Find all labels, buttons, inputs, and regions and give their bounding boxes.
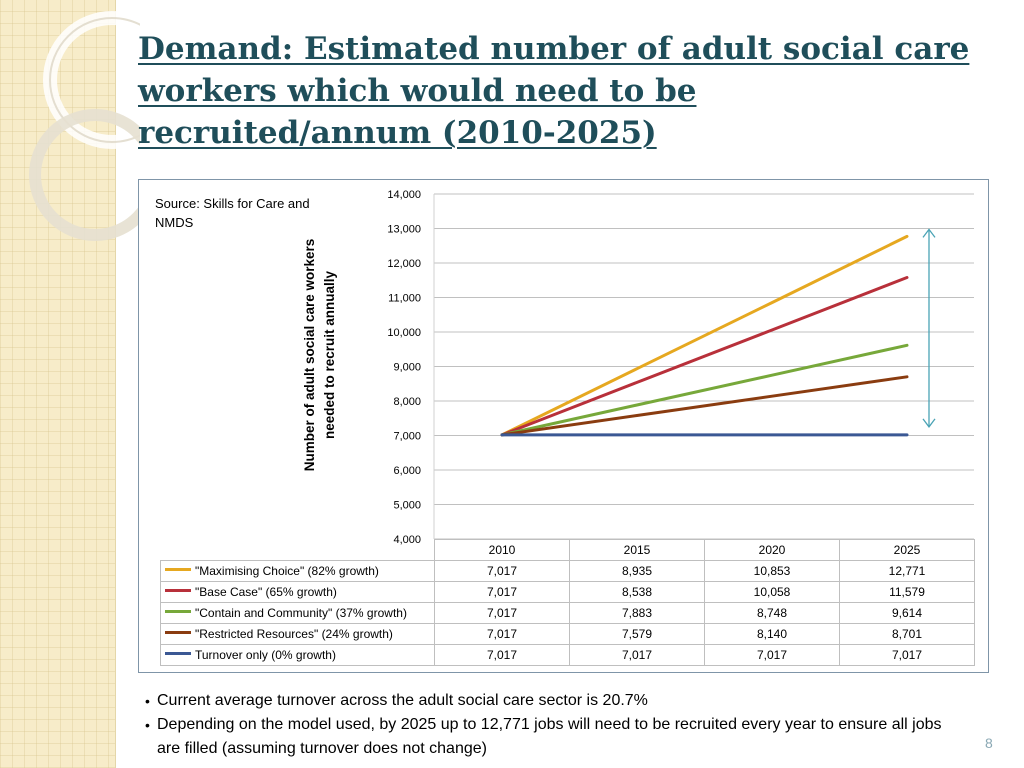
data-label: 8,140 — [704, 623, 840, 645]
data-label: 7,017 — [839, 644, 975, 666]
y-tick-label: 10,000 — [387, 327, 421, 339]
decorative-rings — [29, 11, 140, 241]
y-tick-layer: 4,0005,0006,0007,0008,0009,00010,00011,0… — [387, 189, 421, 546]
data-label: 12,771 — [839, 560, 975, 582]
data-label: 7,017 — [569, 644, 705, 666]
bullet-text: Depending on the model used, by 2025 up … — [157, 716, 942, 757]
data-label: 8,748 — [704, 602, 840, 624]
slide-title: Demand: Estimated number of adult social… — [138, 31, 970, 151]
y-tick-label: 8,000 — [393, 396, 421, 408]
y-tick-label: 11,000 — [388, 293, 421, 305]
table-header-year: 2025 — [839, 539, 975, 561]
grid-layer — [433, 193, 974, 540]
legend-swatch — [165, 631, 191, 635]
y-tick-label: 12,000 — [387, 258, 421, 270]
data-label: 9,614 — [839, 602, 975, 624]
data-label: 7,017 — [434, 602, 570, 624]
legend-label: "Restricted Resources" (24% growth) — [195, 627, 393, 641]
legend-swatch — [165, 610, 191, 614]
table-series-row: "Contain and Community" (37% growth) 7,01… — [160, 602, 975, 624]
series-line — [500, 343, 909, 437]
series-line — [500, 375, 909, 437]
range-arrow-head-up — [922, 228, 936, 238]
series-layer — [500, 234, 909, 437]
table-header-year: 2010 — [434, 539, 570, 561]
data-label: 7,017 — [434, 623, 570, 645]
range-arrow-head-down — [922, 418, 936, 428]
series-line — [500, 276, 909, 437]
chart-data-table: 2010 2015 2020 2025 "Maximising Choice" … — [160, 539, 975, 666]
legend-entry: "Restricted Resources" (24% growth) — [160, 623, 435, 645]
legend-swatch — [165, 589, 191, 593]
legend-label: Turnover only (0% growth) — [195, 648, 336, 662]
data-label: 10,853 — [704, 560, 840, 582]
legend-swatch — [165, 568, 191, 572]
data-label: 10,058 — [704, 581, 840, 603]
annotation-layer — [922, 228, 936, 428]
data-label: 7,883 — [569, 602, 705, 624]
legend-label: "Base Case" (65% growth) — [195, 585, 337, 599]
decorative-ring-bottom — [29, 109, 140, 241]
bullet-marker: • — [145, 717, 150, 733]
bullet-item: • Depending on the model used, by 2025 u… — [145, 713, 965, 761]
legend-label: "Maximising Choice" (82% growth) — [195, 564, 379, 578]
data-label: 7,017 — [704, 644, 840, 666]
legend-swatch — [165, 652, 191, 656]
data-label: 7,017 — [434, 581, 570, 603]
table-series-row: Turnover only (0% growth) 7,017 7,017 7,017… — [160, 644, 975, 666]
bullet-marker: • — [145, 693, 150, 709]
data-table-body: 2010 2015 2020 2025 "Maximising Choice" … — [160, 539, 975, 666]
y-tick-label: 5,000 — [393, 500, 421, 512]
bullet-list: • Current average turnover across the ad… — [145, 689, 965, 761]
data-label: 7,579 — [569, 623, 705, 645]
legend-entry: "Maximising Choice" (82% growth) — [160, 560, 435, 582]
legend-entry: "Contain and Community" (37% growth) — [160, 602, 435, 624]
legend-entry: "Base Case" (65% growth) — [160, 581, 435, 603]
y-tick-label: 6,000 — [393, 465, 421, 477]
bullet-item: • Current average turnover across the ad… — [145, 689, 965, 713]
decorative-ring-top-edge — [49, 17, 140, 143]
y-tick-label: 7,000 — [393, 431, 421, 443]
table-corner-cell — [160, 539, 435, 561]
source-note: Source: Skills for Care and NMDS — [155, 196, 310, 230]
table-header-row: 2010 2015 2020 2025 — [160, 539, 975, 561]
data-label: 7,017 — [434, 560, 570, 582]
table-header-year: 2015 — [569, 539, 705, 561]
y-tick-label: 9,000 — [393, 362, 421, 374]
y-tick-label: 14,000 — [387, 189, 421, 201]
data-label: 8,538 — [569, 581, 705, 603]
series-line — [500, 234, 909, 437]
data-label: 8,935 — [569, 560, 705, 582]
bullet-text: Current average turnover across the adul… — [157, 692, 648, 709]
table-header-year: 2020 — [704, 539, 840, 561]
data-label: 11,579 — [839, 581, 975, 603]
page-number: 8 — [985, 735, 993, 751]
data-label: 8,701 — [839, 623, 975, 645]
y-tick-label: 13,000 — [387, 224, 421, 236]
table-series-row: "Restricted Resources" (24% growth) 7,017… — [160, 623, 975, 645]
legend-entry: Turnover only (0% growth) — [160, 644, 435, 666]
data-label: 7,017 — [434, 644, 570, 666]
legend-label: "Contain and Community" (37% growth) — [195, 606, 407, 620]
table-series-row: "Base Case" (65% growth) 7,017 8,538 10,058… — [160, 581, 975, 603]
table-series-row: "Maximising Choice" (82% growth) 7,017 8,9… — [160, 560, 975, 582]
